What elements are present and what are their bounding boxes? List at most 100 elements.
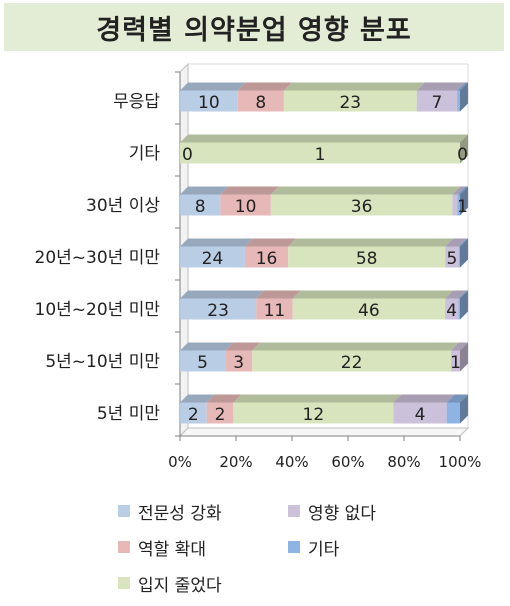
legend-swatch [288, 541, 300, 553]
legend-label: 영향 없다 [308, 503, 376, 524]
bar-segment-top [180, 238, 253, 247]
data-label: 16 [256, 249, 278, 269]
bar-segment [446, 402, 460, 424]
bar-segment [292, 298, 446, 320]
data-label: 8 [195, 197, 206, 217]
bar-segment-top [270, 186, 461, 195]
bar-segment-top [445, 290, 467, 299]
bar-segment [416, 90, 458, 112]
bar-end-cap [460, 394, 468, 424]
legend-label: 입지 줄었다 [138, 575, 222, 596]
legend-item-position-reduced: 입지 줄었다 [118, 572, 288, 596]
legend-item-no-effect: 영향 없다 [288, 500, 438, 524]
bar-segment-top [416, 82, 466, 91]
data-label: 22 [341, 353, 363, 373]
chart-title: 경력별 의약분업 영향 분포 [96, 14, 412, 46]
data-label: 4 [415, 405, 426, 425]
legend-label: 기타 [308, 539, 340, 560]
bar-segment-top [445, 238, 467, 247]
legend-label: 역할 확대 [138, 539, 206, 560]
data-label: 7 [431, 93, 442, 113]
x-tick-label: 40% [275, 453, 308, 471]
bar-segment-top [458, 290, 468, 299]
bar-segment [237, 90, 284, 112]
bar-end-cap [460, 134, 468, 164]
bar-segment [180, 298, 257, 320]
data-label: 12 [303, 405, 325, 425]
x-tick-label: 100% [439, 453, 482, 471]
bar-segment [180, 142, 460, 164]
legend-swatch [118, 577, 130, 589]
x-tick-label: 20% [219, 453, 252, 471]
data-label: 23 [207, 301, 229, 321]
data-label: 3 [233, 353, 244, 373]
bar-segment [450, 350, 460, 372]
x-tick-label: 80% [387, 453, 420, 471]
bar-segment [288, 246, 446, 268]
data-label: 4 [446, 301, 457, 321]
y-category-label: 5년 미만 [97, 404, 160, 424]
bar-segment-top [457, 82, 468, 91]
bar-segment-top [283, 82, 425, 91]
bar-end-cap [460, 186, 468, 216]
chart-floor [178, 427, 470, 437]
bar-segment [180, 194, 221, 216]
y-category-label: 5년~10년 미만 [45, 352, 160, 372]
data-label: 8 [255, 93, 266, 113]
bar-segment [445, 246, 459, 268]
legend-label: 전문성 강화 [138, 503, 222, 524]
bar-segment-top [288, 238, 454, 247]
data-label: 2 [215, 405, 226, 425]
bar-segment [256, 298, 293, 320]
bar-segment [180, 350, 226, 372]
data-label: 2 [188, 405, 199, 425]
y-category-label: 30년 이상 [86, 196, 160, 216]
bar-segment [180, 90, 238, 112]
data-label: 46 [358, 301, 380, 321]
bar-segment-top [252, 342, 459, 351]
x-tick-label: 60% [331, 453, 364, 471]
data-label: 36 [351, 197, 373, 217]
bar-segment-top [237, 82, 292, 91]
bar-segment-top [292, 290, 454, 299]
bar-end-cap [460, 82, 468, 112]
bar-segment [457, 90, 460, 112]
data-label: 1 [457, 197, 468, 217]
legend-item-expertise: 전문성 강화 [118, 500, 288, 524]
bar-segment [452, 194, 458, 216]
data-label: 0 [182, 145, 193, 165]
bar-segment-top [180, 290, 265, 299]
data-label: 24 [202, 249, 224, 269]
bar-segment [458, 298, 460, 320]
bar-segment-top [180, 82, 246, 91]
chart-legend: 전문성 강화 영향 없다 역할 확대 기타 입지 줄었다 [118, 500, 438, 596]
bar-segment [180, 246, 245, 268]
data-label: 11 [264, 301, 286, 321]
bar-segment-top [206, 394, 242, 403]
bar-segment [445, 298, 459, 320]
bar-segment-top [450, 342, 468, 351]
bar-segment-top [233, 394, 402, 403]
bar-segment-top [458, 238, 468, 247]
y-category-label: 무응답 [113, 92, 160, 112]
bar-end-cap [460, 290, 468, 320]
bar-segment-top [220, 186, 279, 195]
y-category-label: 20년~30년 미만 [35, 248, 161, 268]
bar-segment-top [446, 394, 468, 403]
bar-segment-top [457, 186, 468, 195]
bar-segment [225, 350, 253, 372]
bar-segment [283, 90, 417, 112]
bar-segment-top [244, 238, 297, 247]
data-label: 5 [197, 353, 208, 373]
data-label: 10 [235, 197, 257, 217]
y-category-label: 기타 [129, 144, 161, 164]
bar-segment [252, 350, 451, 372]
bar-segment [458, 246, 460, 268]
data-label: 5 [446, 249, 457, 269]
bar-segment-top [180, 134, 468, 143]
data-label: 0 [457, 145, 468, 165]
data-label: 23 [339, 93, 361, 113]
legend-swatch [288, 505, 300, 517]
data-label: 1 [315, 145, 326, 165]
